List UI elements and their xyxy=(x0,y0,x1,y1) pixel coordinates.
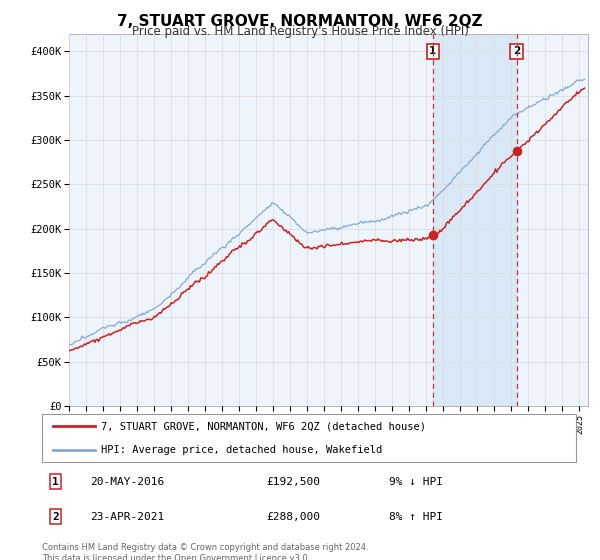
Text: 9% ↓ HPI: 9% ↓ HPI xyxy=(389,477,443,487)
Text: 7, STUART GROVE, NORMANTON, WF6 2QZ (detached house): 7, STUART GROVE, NORMANTON, WF6 2QZ (det… xyxy=(101,421,426,431)
Text: £288,000: £288,000 xyxy=(266,512,320,521)
Text: 1: 1 xyxy=(52,477,59,487)
Text: 20-MAY-2016: 20-MAY-2016 xyxy=(90,477,164,487)
Text: Price paid vs. HM Land Registry's House Price Index (HPI): Price paid vs. HM Land Registry's House … xyxy=(131,25,469,38)
Text: Contains HM Land Registry data © Crown copyright and database right 2024.
This d: Contains HM Land Registry data © Crown c… xyxy=(42,543,368,560)
Text: HPI: Average price, detached house, Wakefield: HPI: Average price, detached house, Wake… xyxy=(101,445,382,455)
Text: 23-APR-2021: 23-APR-2021 xyxy=(90,512,164,521)
Text: 2: 2 xyxy=(513,46,520,57)
Text: 7, STUART GROVE, NORMANTON, WF6 2QZ: 7, STUART GROVE, NORMANTON, WF6 2QZ xyxy=(117,14,483,29)
Text: 8% ↑ HPI: 8% ↑ HPI xyxy=(389,512,443,521)
Bar xyxy=(433,34,517,406)
Text: £192,500: £192,500 xyxy=(266,477,320,487)
Text: 2: 2 xyxy=(52,512,59,521)
Text: 1: 1 xyxy=(429,46,436,57)
FancyBboxPatch shape xyxy=(42,414,576,462)
